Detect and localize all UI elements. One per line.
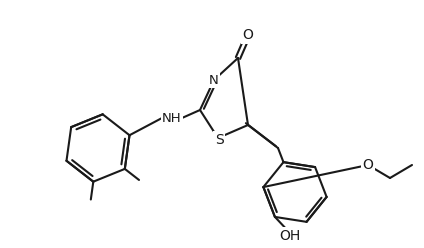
Text: NH: NH	[162, 112, 182, 124]
Text: N: N	[209, 73, 219, 87]
Text: O: O	[243, 28, 254, 42]
Text: S: S	[215, 133, 223, 147]
Text: O: O	[363, 158, 374, 172]
Text: OH: OH	[279, 229, 301, 243]
